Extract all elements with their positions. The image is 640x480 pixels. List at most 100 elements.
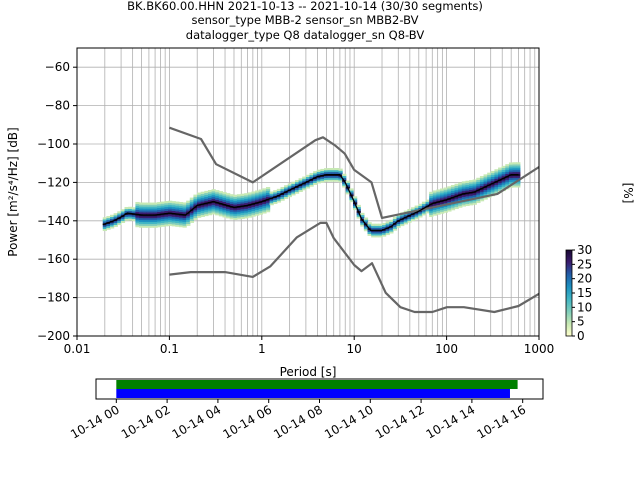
heatmap-cell (458, 205, 463, 208)
heatmap-cell (360, 222, 365, 225)
heatmap-cell (465, 184, 470, 187)
heatmap-cell (164, 224, 169, 227)
heatmap-cell (229, 203, 234, 207)
heatmap-cell (247, 205, 253, 209)
heatmap-cell (265, 190, 271, 194)
heatmap-cell (472, 198, 477, 201)
heatmap-cell (352, 198, 358, 201)
heatmap-cell (469, 201, 474, 204)
heatmap-cell (472, 187, 477, 190)
heatmap-cell (498, 175, 503, 178)
heatmap-cell (505, 164, 510, 167)
heatmap-cell (120, 209, 126, 212)
heatmap-cell (421, 211, 427, 214)
heatmap-cell (265, 202, 271, 205)
heatmap-cell (363, 227, 369, 230)
heatmap-cell (171, 214, 176, 217)
heatmap-cell (440, 205, 445, 208)
heatmap-cell (204, 196, 209, 199)
heatmap-cell (226, 195, 231, 198)
heatmap-cell (233, 198, 238, 201)
heatmap-cell (269, 203, 274, 206)
heatmap-cell (298, 178, 303, 181)
heatmap-cell (149, 202, 155, 205)
heatmap-cell (226, 210, 231, 213)
heatmap-cell (240, 203, 245, 206)
heatmap-cell (490, 192, 496, 195)
heatmap-cell (425, 199, 430, 202)
heatmap-cell (149, 223, 155, 226)
heatmap-cell (255, 205, 260, 209)
heatmap-cell (479, 179, 485, 183)
heatmap-cell (476, 193, 481, 196)
heatmap-cell (305, 182, 311, 185)
heatmap-cell (262, 194, 267, 197)
heatmap-cell (411, 209, 416, 212)
heatmap-cell (508, 162, 514, 165)
heatmap-cell (157, 209, 162, 212)
heatmap-cell (240, 210, 245, 214)
heatmap-cell (287, 191, 292, 194)
heatmap-cell (164, 201, 169, 204)
heatmap-cell (139, 223, 144, 226)
heatmap-cell (229, 213, 234, 216)
heatmap-cell (178, 201, 184, 205)
heatmap-cell (483, 193, 488, 196)
heatmap-cell (323, 175, 329, 179)
heatmap-cell (436, 193, 441, 196)
heatmap-cell (490, 174, 496, 177)
heatmap-cell (458, 195, 463, 199)
heatmap-cell (215, 211, 220, 214)
heatmap-cell (487, 178, 492, 181)
heatmap-cell (149, 212, 155, 215)
heatmap-cell (309, 184, 314, 187)
noise-model-lines (169, 126, 540, 314)
x-tick-label: 10 (347, 342, 362, 356)
heatmap-cell (425, 211, 430, 214)
heatmap-cell (153, 219, 158, 223)
heatmap-cell (157, 219, 162, 222)
heatmap-cell (233, 194, 238, 197)
heatmap-cell (142, 221, 147, 224)
heatmap-cell (498, 182, 503, 186)
heatmap-cell (233, 208, 238, 211)
heatmap-cell (262, 207, 267, 210)
heatmap-cell (490, 186, 496, 189)
heatmap-cell (374, 233, 379, 236)
colorbar-tick-label: 25 (577, 257, 592, 271)
heatmap-cell (135, 209, 140, 212)
heatmap-cell (207, 193, 213, 197)
timeline-tick-label: 10-14 06 (220, 402, 274, 441)
heatmap-cell (516, 166, 521, 169)
heatmap-cell (287, 185, 292, 188)
heatmap-cell (255, 200, 260, 203)
heatmap-cell (171, 210, 176, 213)
heatmap-cell (233, 196, 238, 199)
heatmap-cell (189, 207, 195, 210)
heatmap-cell (465, 194, 470, 197)
heatmap-cell (487, 195, 492, 198)
heatmap-cell (302, 176, 307, 179)
heatmap-cell (258, 197, 263, 200)
heatmap-cell (287, 183, 292, 186)
heatmap-cell (418, 213, 423, 216)
heatmap-cell (229, 199, 234, 203)
heatmap-cell (378, 233, 383, 236)
heatmap-cell (454, 199, 459, 202)
heatmap-cell (207, 191, 213, 195)
heatmap-cell (244, 212, 249, 215)
heatmap-cell (157, 225, 162, 228)
heatmap-cell (276, 192, 282, 195)
x-tick-label: 100 (435, 342, 458, 356)
heatmap-cell (146, 221, 151, 224)
heatmap-cell (157, 223, 162, 226)
heatmap-cell (211, 212, 216, 215)
heatmap-cell (447, 193, 452, 197)
heatmap-cell (327, 179, 332, 182)
heatmap-cell (124, 206, 129, 210)
heatmap-cell (461, 204, 467, 207)
heatmap-cell (374, 235, 379, 238)
heatmap-cell (294, 187, 300, 190)
heatmap-cell (327, 169, 332, 173)
heatmap-cell (139, 204, 144, 207)
